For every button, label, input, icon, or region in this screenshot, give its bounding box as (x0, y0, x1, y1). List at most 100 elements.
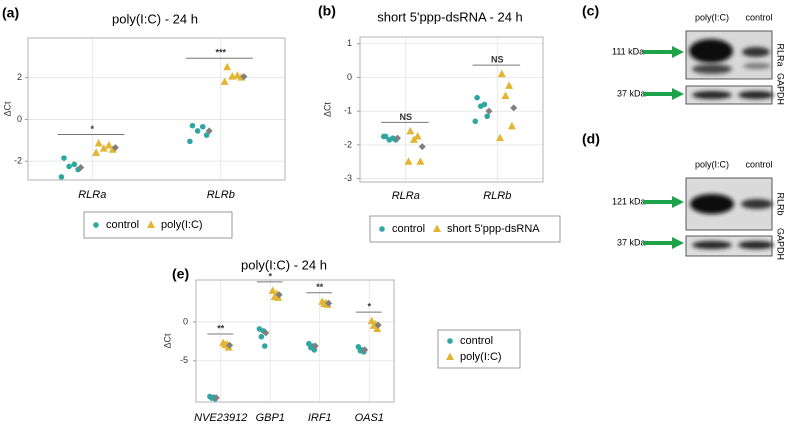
chart-title: poly(I:C) - 24 h (112, 11, 198, 26)
significance-label: *** (215, 48, 226, 58)
point (203, 132, 210, 138)
y-tick-label: -5 (180, 355, 188, 365)
mean-point (262, 329, 270, 337)
y-tick-label: -1 (344, 106, 352, 116)
point (446, 352, 454, 360)
x-tick-label: IRF1 (308, 412, 332, 424)
significance-label: * (367, 302, 371, 312)
y-tick-label: 0 (183, 316, 188, 326)
x-tick-label: GBP1 (256, 412, 285, 424)
point (474, 94, 480, 101)
mean-point (394, 134, 402, 142)
point (220, 77, 229, 85)
lane-label: poly(I:C) (695, 159, 729, 169)
point (409, 135, 418, 143)
point (262, 343, 268, 349)
panel-label: (a) (2, 5, 19, 21)
blot (685, 177, 774, 257)
y-tick-label: 2 (17, 72, 22, 82)
point (66, 163, 72, 170)
legend-box (437, 329, 521, 369)
point (507, 121, 516, 130)
arrow (643, 196, 684, 249)
point (433, 224, 442, 232)
point (104, 141, 113, 149)
y-tick-label: -2 (344, 139, 352, 149)
point (416, 157, 425, 165)
band-size: 111 kDa (612, 46, 644, 56)
point (228, 72, 237, 80)
mean-point (77, 163, 85, 171)
mean-point (212, 394, 220, 402)
point (58, 174, 65, 180)
chart-title: short 5'ppp-dsRNA - 24 h (377, 9, 523, 24)
mean-point (374, 321, 382, 329)
panel-border (359, 36, 544, 183)
point (380, 133, 387, 140)
point (447, 338, 453, 344)
point (406, 126, 415, 135)
lane-label: control (745, 12, 772, 22)
blot (685, 30, 774, 105)
point (199, 123, 206, 130)
point (147, 220, 156, 228)
legend-label: control (106, 219, 139, 231)
mean-point (361, 346, 369, 354)
y-tick-label: -2 (14, 156, 22, 166)
mean-point (485, 107, 493, 115)
point (108, 145, 117, 153)
significance-label: * (268, 271, 272, 281)
y-tick-label: 0 (17, 114, 22, 124)
significance-label: NS (399, 112, 412, 122)
mean-point (418, 143, 426, 151)
point (505, 81, 514, 89)
panel-border (27, 37, 286, 181)
point (477, 103, 484, 109)
point (379, 226, 385, 232)
panel-label: (d) (582, 131, 600, 147)
point (223, 62, 232, 71)
mean-point (226, 341, 234, 349)
point (495, 133, 504, 142)
legend-label: short 5'ppp-dsRNA (447, 223, 540, 235)
significance-label: ** (217, 323, 225, 333)
protein-label: RLRb (776, 192, 786, 215)
lane-label: poly(I:C) (695, 12, 729, 22)
point (386, 137, 393, 143)
panel-label: (e) (172, 266, 189, 282)
point (99, 144, 108, 152)
y-tick-label: 0 (347, 72, 352, 82)
y-tick-label: 1 (347, 38, 352, 48)
point (71, 161, 78, 168)
point (404, 157, 413, 165)
x-tick-label: OAS1 (355, 412, 384, 424)
x-tick-label: NVE23912 (194, 412, 247, 424)
band-size: 37 kDa (617, 237, 646, 247)
point (61, 155, 67, 161)
legend-label: poly(I:C) (161, 219, 203, 231)
y-tick-label: -3 (344, 173, 352, 183)
point (497, 69, 506, 78)
x-tick-label: RLRb (483, 190, 511, 202)
point (472, 118, 479, 125)
point (92, 148, 101, 156)
panel-border (195, 279, 395, 403)
point (189, 122, 196, 129)
significance-label: ** (316, 282, 324, 292)
mean-point (510, 104, 518, 112)
legend-box (369, 215, 561, 243)
mean-point (275, 291, 283, 299)
point (501, 91, 510, 100)
legend-label: control (392, 223, 425, 235)
mean-point (325, 299, 333, 307)
point (93, 222, 99, 228)
lane-label: control (745, 159, 772, 169)
legend-label: poly(I:C) (460, 351, 502, 363)
x-tick-label: RLRa (392, 190, 420, 202)
x-tick-label: RLRb (207, 189, 235, 201)
panel-label: (c) (582, 3, 599, 19)
y-axis-label: ΔCt (162, 333, 172, 349)
mean-point (311, 342, 319, 350)
band-size: 121 kDa (612, 196, 646, 206)
